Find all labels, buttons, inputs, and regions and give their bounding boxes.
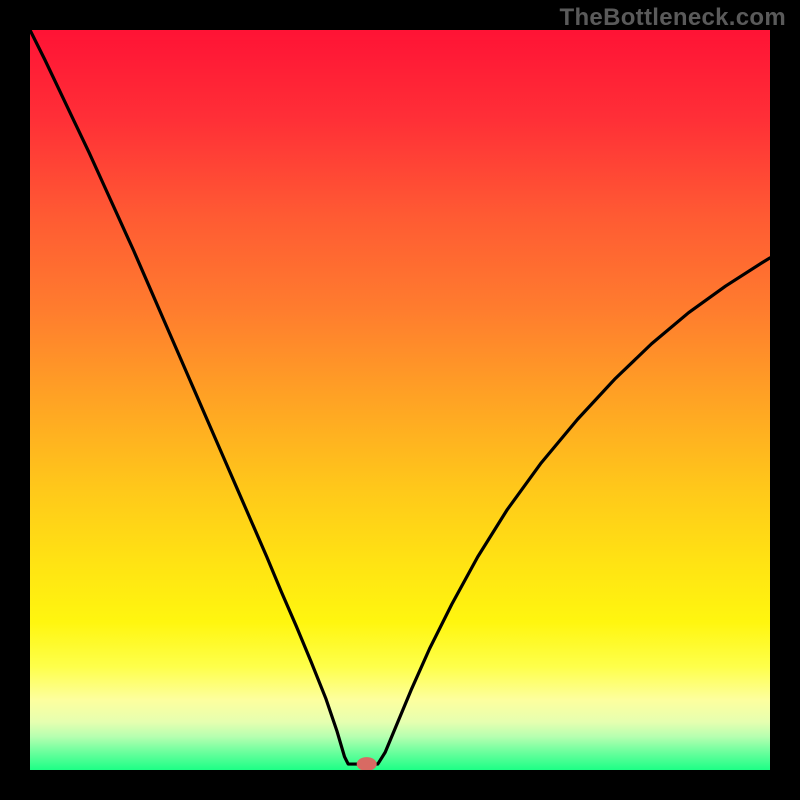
curve-line — [30, 30, 770, 764]
plot-area — [30, 30, 770, 770]
watermark-text: TheBottleneck.com — [560, 4, 786, 32]
chart-frame: TheBottleneck.com — [0, 0, 800, 800]
bottleneck-curve — [30, 30, 770, 770]
optimal-marker — [357, 757, 377, 770]
